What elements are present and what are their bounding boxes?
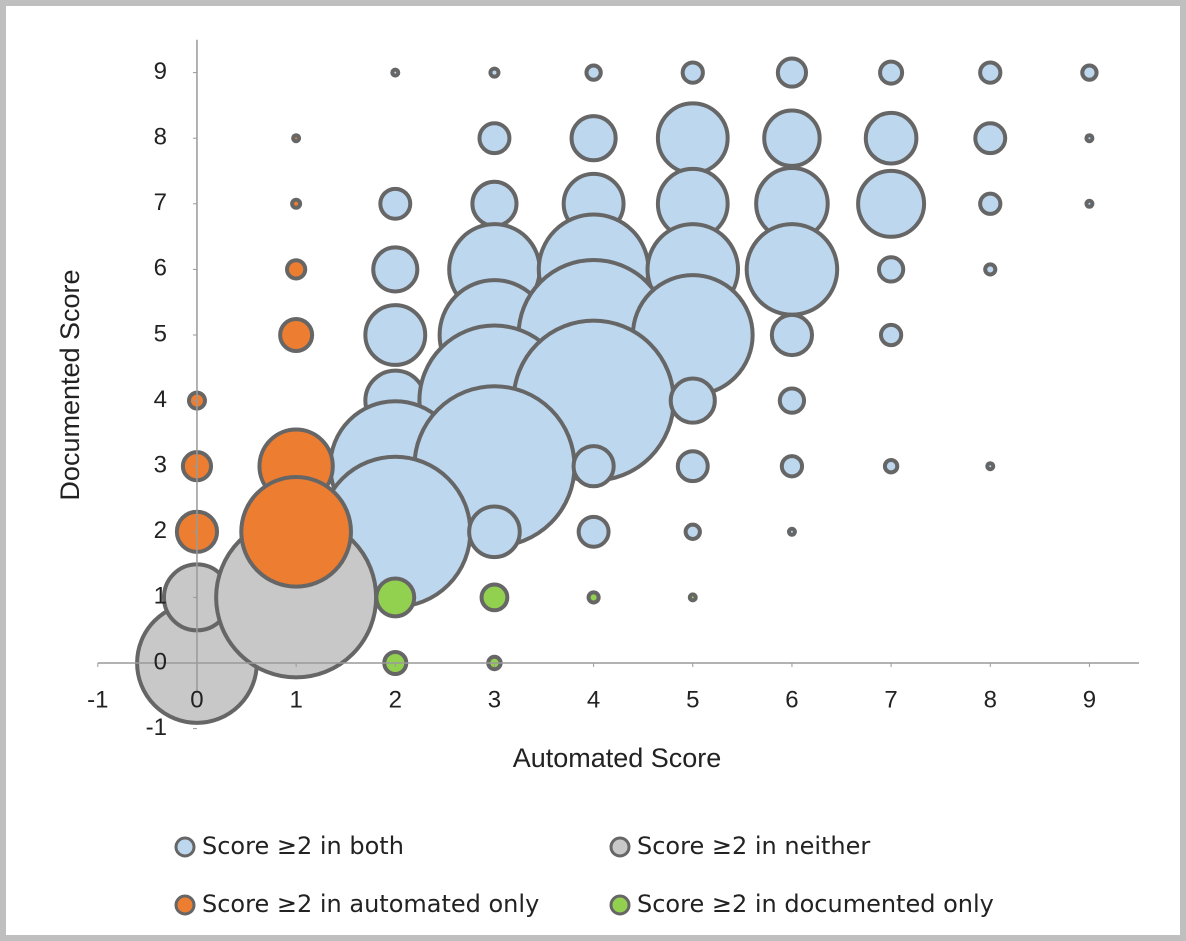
y-tick-label: 1 <box>154 583 167 610</box>
bubble <box>856 168 927 239</box>
legend-marker <box>174 836 196 858</box>
bubble <box>655 101 730 176</box>
bubble <box>876 255 906 284</box>
x-tick-label: 2 <box>389 686 402 713</box>
bubble <box>576 514 611 549</box>
bubble <box>291 133 302 144</box>
x-tick-label: 3 <box>488 686 501 713</box>
bubble <box>239 474 353 589</box>
bubble <box>1080 63 1099 82</box>
legend-label: Score ≥2 in neither <box>637 832 870 860</box>
bubble <box>983 262 998 277</box>
y-axis-title: Documented Score <box>55 269 85 500</box>
legend-label: Score ≥2 in documented only <box>637 890 994 918</box>
bubble <box>371 245 420 294</box>
y-tick-label: 7 <box>154 189 167 216</box>
x-tick-label: 7 <box>884 686 897 713</box>
y-tick-label: 2 <box>154 517 167 544</box>
bubble <box>1084 198 1095 209</box>
bubble <box>285 258 308 281</box>
x-tick-label: 0 <box>190 686 203 713</box>
x-tick-label: -1 <box>87 686 108 713</box>
bubble <box>882 458 900 475</box>
legend-label: Score ≥2 in automated only <box>202 890 539 918</box>
bubble <box>470 179 519 228</box>
bubble <box>978 191 1003 216</box>
y-tick-label: 4 <box>154 386 167 413</box>
x-tick-label: 1 <box>289 686 302 713</box>
y-tick-label: 0 <box>154 648 167 675</box>
bubble <box>584 63 603 82</box>
bubble <box>1084 133 1095 144</box>
bubble <box>586 590 601 605</box>
bubble <box>675 449 710 484</box>
bubble <box>668 376 717 425</box>
axes: -1 0 1 2 3 4 5 6 7 8 9 -1 0 1 2 3 4 5 6 7 8 9 <box>87 39 1139 741</box>
bubble <box>878 59 905 86</box>
bubble <box>775 56 809 89</box>
bubble <box>488 66 501 79</box>
bubble <box>863 110 919 166</box>
bubble <box>680 60 705 85</box>
x-tick-label: 4 <box>587 686 600 713</box>
bubble <box>571 444 616 489</box>
y-tick-label: 3 <box>154 452 167 479</box>
legend-marker <box>174 894 196 916</box>
bubble <box>973 121 1008 156</box>
bubble <box>777 386 807 415</box>
bubble <box>278 317 315 353</box>
legend-marker <box>609 836 631 858</box>
legend-label: Score ≥2 in both <box>202 832 404 860</box>
y-tick-label: -1 <box>146 714 167 741</box>
x-tick-label: 9 <box>1083 686 1096 713</box>
bubble <box>762 108 822 168</box>
legend-marker <box>609 894 631 916</box>
bubble <box>378 186 413 221</box>
bubble <box>390 67 401 78</box>
y-tick-label: 8 <box>154 124 167 151</box>
x-tick-label: 8 <box>984 686 997 713</box>
x-tick-label: 5 <box>686 686 699 713</box>
bubble <box>779 454 805 479</box>
bubble <box>569 114 618 163</box>
bubble <box>374 576 417 619</box>
bubble <box>786 526 797 537</box>
y-tick-label: 5 <box>154 320 167 347</box>
bubble <box>467 504 522 560</box>
bubble <box>878 322 904 348</box>
bubble <box>290 197 303 210</box>
bubble <box>687 592 698 603</box>
bubble <box>477 121 512 156</box>
bubble <box>683 522 702 541</box>
bubble <box>363 303 428 367</box>
bubble <box>985 461 996 472</box>
x-tick-label: 6 <box>785 686 798 713</box>
bubble <box>744 222 840 317</box>
y-tick-label: 6 <box>154 255 167 282</box>
y-tick-label: 9 <box>154 58 167 85</box>
bubble <box>479 582 510 613</box>
x-axis-title: Automated Score <box>513 743 722 773</box>
legend: Score ≥2 in both Score ≥2 in automated on… <box>174 832 994 918</box>
bubble <box>978 60 1003 85</box>
bubble <box>769 312 815 358</box>
